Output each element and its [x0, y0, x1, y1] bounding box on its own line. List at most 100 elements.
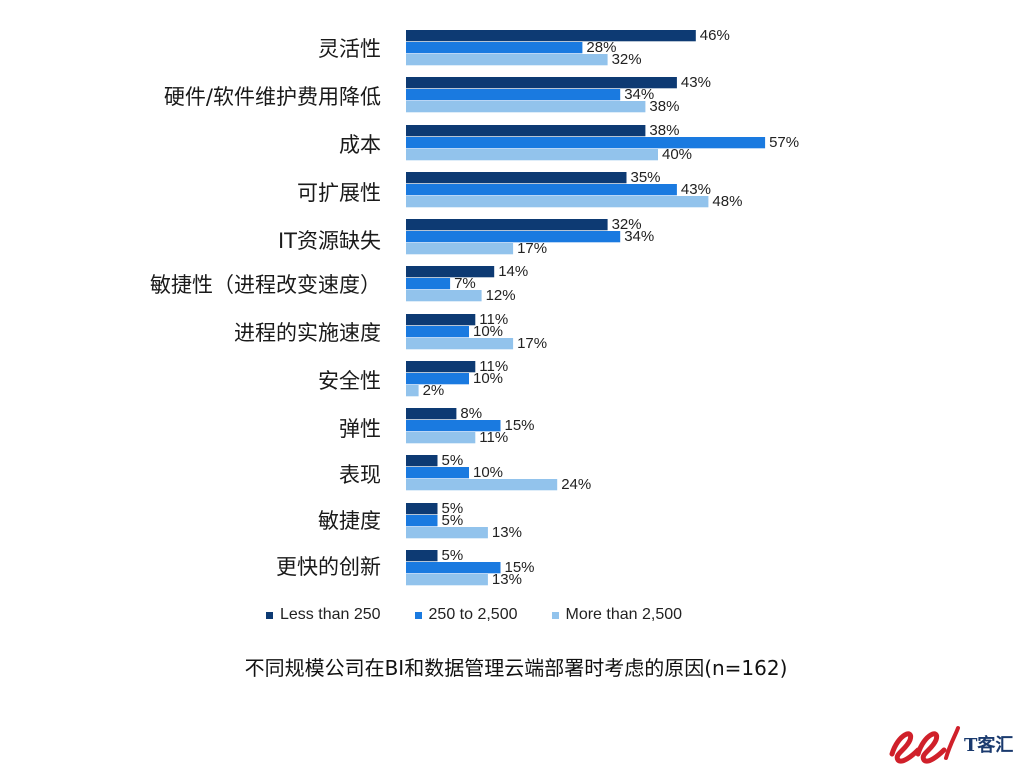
data-label: 43% [681, 181, 711, 198]
data-label: 10% [473, 370, 503, 387]
legend-label-large: More than 2,500 [565, 606, 683, 623]
category-label: 弹性 [339, 417, 381, 441]
bar [406, 574, 488, 586]
data-label: 5% [442, 452, 464, 469]
bar [406, 420, 501, 432]
bar-chart: 灵活性 46% 28% 32% 硬件/软件维护费用降低 43% 34% 38% 成本 38% 57%… [150, 27, 799, 588]
data-label: 13% [492, 524, 522, 541]
data-label: 13% [492, 571, 522, 588]
category-label: 进程的实施速度 [234, 321, 381, 345]
data-label: 11% [479, 358, 508, 375]
category-label: 硬件/软件维护费用降低 [164, 85, 381, 109]
category-label: IT资源缺失 [278, 229, 381, 253]
data-label: 5% [442, 500, 464, 517]
data-label: 8% [460, 405, 482, 422]
data-label: 17% [517, 240, 547, 257]
data-label: 34% [624, 86, 654, 103]
legend-swatch-large [551, 611, 559, 619]
data-label: 17% [517, 335, 547, 352]
legend-label-medium: 250 to 2,500 [428, 606, 518, 623]
bar [406, 562, 501, 574]
legend-swatch-medium [414, 611, 422, 619]
legend-label-small: Less than 250 [280, 606, 381, 623]
chart-caption: 不同规模公司在BI和数据管理云端部署时考虑的原因(n=162) [244, 656, 788, 680]
bar [406, 125, 646, 137]
legend: Less than 250 250 to 2,500 More than 2,5… [266, 604, 786, 626]
bar [406, 455, 438, 467]
legend-item-small: Less than 250 [266, 606, 381, 624]
bar [406, 137, 766, 149]
bar [406, 290, 482, 302]
bar [406, 527, 488, 539]
bar [406, 479, 558, 491]
data-label: 40% [662, 146, 692, 163]
data-label: 10% [473, 464, 503, 481]
data-label: 46% [700, 27, 730, 44]
data-label: 28% [586, 39, 616, 56]
category-label: 敏捷性（进程改变速度） [150, 273, 381, 297]
data-label: 10% [473, 323, 503, 340]
data-label: 5% [442, 547, 464, 564]
bar [406, 30, 696, 42]
bar [406, 184, 677, 196]
data-label: 57% [769, 134, 799, 151]
data-label: 5% [442, 512, 464, 529]
bar [406, 385, 419, 397]
brand-logo: T客汇 [888, 722, 1028, 766]
category-label: 更快的创新 [276, 555, 381, 579]
data-label: 48% [712, 193, 742, 210]
data-label: 35% [631, 169, 661, 186]
bar [406, 101, 646, 113]
bar [406, 278, 451, 290]
bar [406, 503, 438, 515]
category-label: 敏捷度 [318, 509, 381, 533]
bar [406, 432, 476, 444]
category-label: 灵活性 [318, 37, 381, 61]
category-label: 表现 [339, 463, 381, 487]
legend-item-large: More than 2,500 [551, 606, 683, 624]
category-label: 成本 [339, 133, 381, 157]
bar [406, 326, 469, 338]
bar [406, 42, 583, 54]
bar [406, 515, 438, 527]
bar [406, 54, 608, 66]
bar [406, 196, 709, 208]
data-label: 11% [479, 311, 508, 328]
bar [406, 338, 514, 350]
bar [406, 467, 469, 479]
chart-svg: 灵活性46%28%32%硬件/软件维护费用降低43%34%38%成本38%57%… [150, 27, 799, 588]
data-label: 15% [505, 559, 535, 576]
data-label: 38% [649, 122, 679, 139]
data-label: 11% [479, 429, 508, 446]
data-label: 32% [612, 216, 642, 233]
bar [406, 314, 476, 326]
legend-swatch-small [266, 611, 273, 619]
bar [406, 89, 621, 101]
bar [406, 219, 608, 231]
data-label: 15% [505, 417, 535, 434]
bar [406, 231, 621, 243]
data-label: 2% [423, 382, 445, 399]
bar [406, 373, 469, 385]
data-label: 43% [681, 74, 711, 91]
data-label: 24% [561, 476, 591, 493]
bar [406, 266, 495, 278]
logo-text: T客汇 [964, 735, 1014, 756]
bar [406, 361, 476, 373]
data-label: 34% [624, 228, 654, 245]
data-label: 14% [498, 263, 528, 280]
data-label: 32% [612, 51, 642, 68]
bar [406, 149, 658, 161]
data-label: 7% [454, 275, 476, 292]
bar [406, 172, 627, 184]
category-label: 可扩展性 [297, 181, 381, 205]
legend-item-medium: 250 to 2,500 [414, 606, 518, 624]
bar [406, 408, 457, 420]
bar [406, 243, 514, 255]
bar [406, 77, 677, 89]
data-label: 12% [486, 287, 516, 304]
data-label: 38% [649, 98, 679, 115]
category-label: 安全性 [318, 369, 381, 393]
ee-script-logo-icon [889, 726, 960, 764]
bar [406, 550, 438, 562]
